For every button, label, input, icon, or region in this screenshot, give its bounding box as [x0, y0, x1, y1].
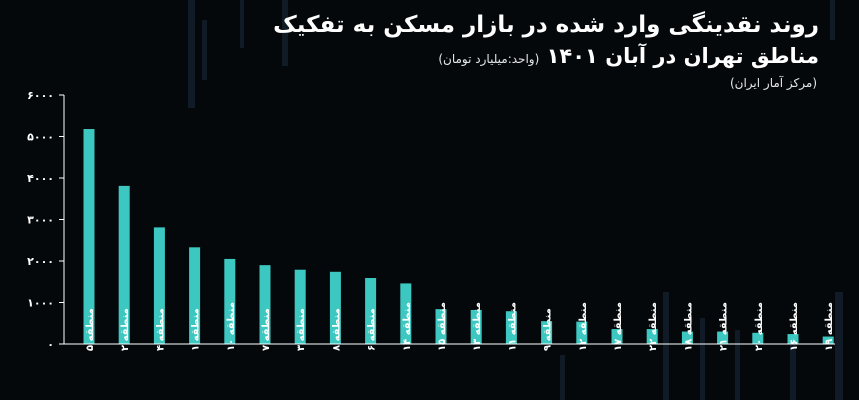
- chart-subtitle-text: مناطق تهران در آبان ۱۴۰۱: [546, 44, 819, 68]
- x-axis-labels: منطقه ۵ منطقه ۲ منطقه ۴ منطقه ۱ منطقه ۱۰ منطق…: [85, 302, 835, 351]
- bar: [294, 269, 306, 344]
- bar: [83, 129, 95, 344]
- x-tick-label: منطقه ۱۲: [578, 302, 589, 351]
- bar: [118, 185, 130, 344]
- x-tick-label: منطقه ۱۶: [789, 302, 800, 351]
- bar: [681, 331, 693, 344]
- y-tick-label: ۳۰۰۰: [27, 214, 54, 227]
- bar: [259, 265, 271, 344]
- bar: [576, 321, 588, 344]
- x-tick-label: منطقه ۹: [543, 308, 554, 351]
- bar: [329, 271, 341, 344]
- source-label: (مرکز آمار ایران): [729, 76, 817, 90]
- x-tick-label: منطقه ۱۴: [402, 302, 413, 351]
- bar: [189, 247, 201, 344]
- bar: [224, 258, 236, 344]
- x-tick-label: منطقه ۱۹: [824, 302, 835, 351]
- x-tick-label: منطقه ۱۸: [683, 302, 694, 351]
- chart-title: روند نقدینگی وارد شده در بازار مسکن به ت…: [273, 12, 819, 38]
- x-tick-label: منطقه ۷: [261, 308, 272, 351]
- bar: [470, 309, 482, 344]
- bar: [611, 329, 623, 344]
- x-tick-label: منطقه ۱: [191, 308, 202, 351]
- bar: [822, 336, 834, 344]
- bar: [752, 332, 764, 344]
- y-axis: ۰ ۱۰۰۰ ۲۰۰۰ ۳۰۰۰ ۴۰۰۰ ۵۰۰۰ ۶۰۰۰: [27, 89, 64, 351]
- x-tick-label: منطقه ۱۷: [613, 302, 624, 351]
- bar: [505, 311, 517, 344]
- x-tick-label: منطقه ۲۱: [719, 302, 730, 351]
- unit-label: (واحد:میلیارد تومان): [438, 52, 540, 66]
- y-tick-label: ۲۰۰۰: [27, 255, 54, 268]
- x-tick-label: منطقه ۲۰: [754, 302, 765, 351]
- x-tick-label: منطقه ۴: [155, 308, 166, 351]
- y-tick-label: ۶۰۰۰: [27, 89, 54, 102]
- x-tick-label: منطقه ۲۲: [648, 302, 659, 351]
- bar: [787, 334, 799, 344]
- bar: [365, 278, 377, 344]
- bar: [541, 321, 553, 344]
- y-tick-label: ۵۰۰۰: [27, 131, 54, 144]
- bar: [435, 309, 447, 344]
- chart-subtitle: مناطق تهران در آبان ۱۴۰۱ (واحد:میلیارد ت…: [438, 44, 819, 68]
- x-tick-label: منطقه ۱۳: [472, 302, 483, 351]
- bar: [153, 227, 165, 344]
- bar: [717, 331, 729, 344]
- x-tick-label: منطقه ۵: [85, 308, 96, 351]
- bar: [400, 283, 412, 344]
- x-tick-label: منطقه ۱۰: [226, 302, 237, 351]
- x-tick-label: منطقه ۱۱: [507, 302, 518, 351]
- y-tick-label: ۱۰۰۰: [27, 297, 54, 310]
- x-tick-label: منطقه ۸: [331, 308, 342, 351]
- y-tick-label: ۰: [47, 338, 54, 351]
- x-tick-label: منطقه ۲: [120, 308, 131, 351]
- bar: [646, 329, 658, 344]
- x-tick-label: منطقه ۱۵: [437, 302, 448, 351]
- bars: [83, 129, 834, 344]
- x-tick-label: منطقه ۶: [367, 308, 378, 351]
- y-tick-label: ۴۰۰۰: [27, 172, 54, 185]
- x-tick-label: منطقه ۳: [296, 308, 307, 351]
